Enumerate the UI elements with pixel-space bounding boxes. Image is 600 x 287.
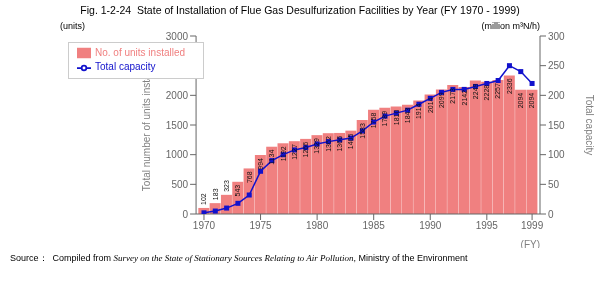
svg-text:3000: 3000	[166, 31, 189, 42]
svg-text:Total capacity: Total capacity	[584, 95, 592, 156]
svg-text:768: 768	[246, 171, 253, 183]
svg-text:1789: 1789	[381, 111, 388, 127]
svg-text:1995: 1995	[476, 220, 499, 231]
svg-text:1329: 1329	[313, 138, 320, 154]
svg-text:1583: 1583	[359, 123, 366, 139]
svg-text:200: 200	[548, 90, 565, 101]
svg-text:1914: 1914	[415, 103, 422, 119]
html-text:Source： Compiled from Survey o: Source： Compiled from Survey on the Stat…	[10, 253, 468, 263]
html-text:(million m³N/h): (million m³N/h)	[481, 21, 540, 31]
svg-text:2173: 2173	[449, 88, 456, 104]
svg-text:0: 0	[183, 209, 189, 220]
svg-text:1985: 1985	[363, 220, 386, 231]
svg-text:2336: 2336	[506, 78, 513, 94]
svg-text:1362: 1362	[325, 136, 332, 152]
svg-text:1970: 1970	[193, 220, 216, 231]
svg-text:1227: 1227	[291, 144, 298, 160]
svg-text:2099: 2099	[438, 92, 445, 108]
svg-text:1990: 1990	[419, 220, 442, 231]
svg-text:102: 102	[200, 193, 207, 205]
svg-text:50: 50	[548, 179, 560, 190]
svg-text:1758: 1758	[370, 113, 377, 129]
svg-text:543: 543	[234, 185, 241, 197]
svg-text:2257: 2257	[494, 83, 501, 99]
svg-text:500: 500	[171, 179, 188, 190]
svg-text:183: 183	[212, 188, 219, 200]
svg-text:300: 300	[548, 31, 565, 42]
svg-text:150: 150	[548, 120, 565, 131]
svg-text:2014: 2014	[427, 97, 434, 113]
svg-text:1843: 1843	[404, 108, 411, 124]
svg-text:2228: 2228	[483, 85, 490, 101]
html-text:No. of units installed: No. of units installed	[95, 47, 186, 58]
svg-text:2249: 2249	[472, 83, 479, 99]
svg-text:0: 0	[548, 209, 554, 220]
svg-text:2000: 2000	[166, 90, 189, 101]
svg-text:1999: 1999	[521, 220, 544, 231]
svg-text:100: 100	[548, 149, 565, 160]
svg-text:1000: 1000	[166, 149, 189, 160]
svg-text:323: 323	[223, 180, 230, 192]
svg-text:250: 250	[548, 60, 565, 71]
svg-text:2094: 2094	[517, 93, 524, 109]
html-text:(units): (units)	[60, 21, 85, 31]
svg-text:Total number of units installe: Total number of units installed	[141, 59, 152, 191]
svg-text:1980: 1980	[306, 220, 329, 231]
html-text:Fig. 1-2-24 State of Installat: Fig. 1-2-24 State of Installation of Flu…	[80, 4, 520, 16]
svg-text:1500: 1500	[166, 120, 189, 131]
svg-text:2500: 2500	[166, 60, 189, 71]
svg-text:1192: 1192	[280, 146, 287, 161]
svg-text:(FY): (FY)	[521, 239, 540, 248]
svg-text:1134: 1134	[268, 150, 275, 165]
svg-text:1810: 1810	[393, 110, 400, 126]
svg-text:1405: 1405	[347, 134, 354, 150]
svg-text:1975: 1975	[249, 220, 272, 231]
svg-text:994: 994	[257, 158, 264, 170]
html-text:Total capacity: Total capacity	[95, 61, 156, 73]
svg-text:2094: 2094	[528, 93, 535, 109]
svg-text:1266: 1266	[302, 142, 309, 158]
svg-text:1366: 1366	[336, 136, 343, 152]
svg-text:2142: 2142	[461, 90, 468, 106]
